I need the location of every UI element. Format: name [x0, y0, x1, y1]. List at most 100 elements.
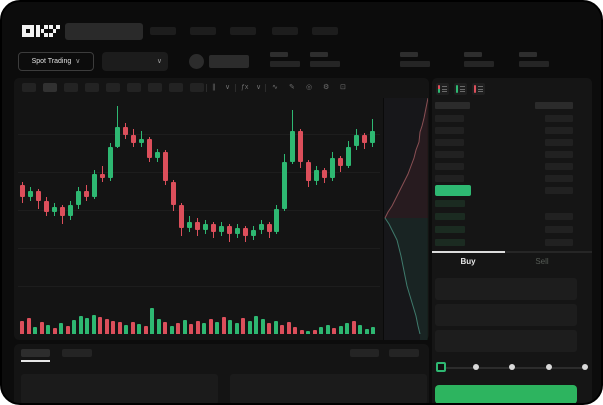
bid-price-bar	[435, 226, 465, 233]
timeframe-button[interactable]	[127, 83, 141, 92]
volume-bar	[215, 322, 219, 334]
ask-amount-bar	[545, 139, 573, 146]
candle	[306, 162, 312, 182]
slider-stop[interactable]	[582, 364, 588, 370]
order-form-field[interactable]	[435, 330, 577, 352]
ask-price-bar	[435, 115, 464, 122]
bottom-tab-open-orders[interactable]	[21, 349, 50, 357]
candle	[139, 138, 145, 143]
gridline	[18, 172, 380, 173]
toolbar-divider	[235, 84, 236, 92]
volume-bar	[260, 319, 265, 334]
candle	[155, 152, 161, 159]
candle	[51, 206, 57, 213]
timeframe-button[interactable]	[85, 83, 99, 92]
tab-sell[interactable]: Sell	[535, 257, 549, 266]
volume-bar	[169, 326, 174, 334]
ask-price-bar	[435, 163, 464, 170]
volume-bar	[345, 323, 349, 334]
slider-stop[interactable]	[509, 364, 515, 370]
nav-item-placeholder[interactable]	[312, 27, 338, 35]
timeframe-button[interactable]	[148, 83, 162, 92]
gear-icon[interactable]: ⚙	[323, 84, 330, 91]
stat-label-line	[310, 52, 328, 57]
volume-bar	[312, 330, 317, 334]
orderbook-bids-icon[interactable]	[454, 83, 467, 95]
candle	[234, 228, 240, 234]
orders-history-panel	[14, 344, 429, 403]
candle	[163, 152, 169, 182]
volume-bar	[202, 323, 206, 334]
coin-icon	[189, 54, 204, 69]
volume-bar	[338, 326, 343, 334]
volume-bar	[20, 321, 24, 334]
ask-price-bar	[435, 139, 464, 146]
ask-amount-bar	[545, 127, 573, 134]
slider-stop[interactable]	[472, 364, 479, 370]
bottom-action-placeholder[interactable]	[350, 349, 379, 357]
stat-placeholder	[400, 52, 430, 67]
stat-label-line	[400, 52, 418, 57]
draw-tool-icon[interactable]: ✎	[289, 84, 295, 91]
candle	[330, 158, 336, 178]
order-form-field[interactable]	[435, 278, 577, 300]
orderbook-trade-panel: Buy Sell	[432, 78, 592, 403]
indicators-dropdown[interactable]: ƒx	[241, 84, 249, 91]
bottom-tab-history[interactable]	[62, 349, 92, 357]
chevron-down-icon: ∨	[156, 58, 162, 65]
bottom-action-placeholder[interactable]	[389, 349, 419, 357]
nav-item-placeholder[interactable]	[190, 27, 216, 35]
timeframe-button[interactable]	[169, 83, 183, 92]
order-form-field[interactable]	[435, 304, 577, 326]
nav-item-placeholder[interactable]	[230, 27, 256, 35]
search-input[interactable]	[65, 23, 143, 40]
candle	[171, 181, 177, 205]
tab-buy[interactable]: Buy	[460, 257, 476, 266]
candle	[298, 131, 304, 162]
wave-tool-icon[interactable]: ∿	[272, 84, 278, 91]
nav-item-placeholder[interactable]	[272, 27, 298, 35]
chart-type-dropdown[interactable]: ∥	[212, 84, 216, 91]
nav-item-placeholder[interactable]	[150, 27, 176, 35]
volume-bar	[364, 329, 369, 334]
stat-placeholder	[270, 52, 300, 67]
volume-bar	[150, 308, 154, 334]
stat-placeholder	[464, 52, 494, 67]
ask-amount-bar	[545, 175, 573, 182]
camera-icon[interactable]: ◎	[306, 84, 313, 91]
timeframe-button[interactable]	[190, 83, 204, 92]
candle	[131, 134, 137, 143]
orderbook-header-placeholder	[535, 102, 573, 109]
timeframe-button[interactable]	[43, 83, 57, 92]
volume-bar	[299, 330, 304, 334]
volume-bar	[104, 319, 109, 334]
volume-bar	[234, 323, 239, 334]
volume-bar	[319, 327, 323, 334]
buy-submit-button[interactable]	[435, 385, 577, 403]
fullscreen-icon[interactable]: ⊡	[340, 84, 346, 91]
last-price-row[interactable]	[435, 185, 471, 196]
timeframe-button[interactable]	[22, 83, 36, 92]
slider-stop[interactable]	[545, 364, 552, 370]
market-type-dropdown[interactable]: Spot Trading ∨	[18, 52, 94, 71]
stat-value-line	[310, 61, 340, 67]
volume-bar	[228, 320, 232, 334]
timeframe-button[interactable]	[106, 83, 120, 92]
candle	[59, 206, 65, 217]
ask-price-bar	[435, 127, 464, 134]
volume-bar	[176, 323, 180, 334]
slider-handle[interactable]	[436, 362, 446, 372]
timeframe-button[interactable]	[64, 83, 78, 92]
volume-bar	[130, 322, 135, 334]
volume-bar	[137, 324, 141, 334]
orderbook-combined-icon[interactable]	[436, 83, 449, 95]
orderbook-asks-icon[interactable]	[472, 83, 485, 95]
candle	[250, 230, 256, 236]
toolbar-divider	[206, 84, 207, 92]
last-price-placeholder	[209, 55, 249, 68]
last-price-amount	[545, 187, 573, 194]
gridline	[18, 286, 380, 287]
pair-selector-dropdown[interactable]: ∨	[102, 52, 168, 71]
volume-bar	[46, 325, 50, 334]
